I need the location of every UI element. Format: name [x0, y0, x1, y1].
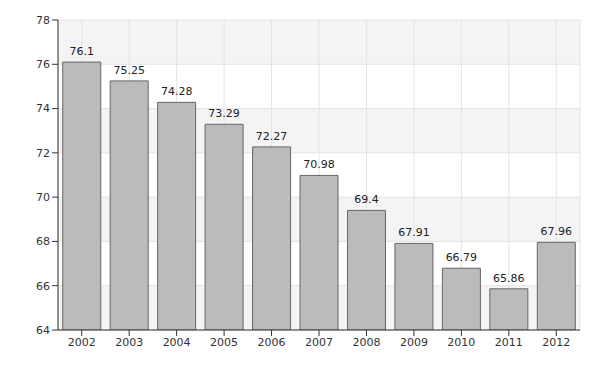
svg-text:2010: 2010: [447, 336, 475, 349]
svg-text:67.96: 67.96: [541, 225, 573, 238]
svg-text:2012: 2012: [542, 336, 570, 349]
svg-text:2006: 2006: [258, 336, 286, 349]
svg-text:68: 68: [36, 235, 50, 248]
svg-text:2004: 2004: [163, 336, 191, 349]
svg-text:2011: 2011: [495, 336, 523, 349]
svg-text:70: 70: [36, 191, 50, 204]
svg-text:76: 76: [36, 58, 50, 71]
svg-text:70.98: 70.98: [303, 158, 335, 171]
svg-text:74.28: 74.28: [161, 85, 193, 98]
svg-text:66.79: 66.79: [446, 251, 478, 264]
svg-text:78: 78: [36, 14, 50, 27]
svg-text:72.27: 72.27: [256, 130, 288, 143]
svg-text:75.25: 75.25: [113, 64, 145, 77]
svg-text:2002: 2002: [68, 336, 96, 349]
svg-text:64: 64: [36, 324, 50, 337]
svg-text:74: 74: [36, 102, 50, 115]
svg-text:66: 66: [36, 280, 50, 293]
svg-text:69.4: 69.4: [354, 193, 379, 206]
svg-text:2009: 2009: [400, 336, 428, 349]
svg-text:73.29: 73.29: [208, 107, 240, 120]
svg-text:72: 72: [36, 147, 50, 160]
svg-text:2008: 2008: [352, 336, 380, 349]
svg-text:65.86: 65.86: [493, 272, 525, 285]
svg-text:2003: 2003: [115, 336, 143, 349]
svg-text:76.1: 76.1: [69, 45, 94, 58]
svg-text:2005: 2005: [210, 336, 238, 349]
svg-text:2007: 2007: [305, 336, 333, 349]
svg-text:67.91: 67.91: [398, 226, 430, 239]
